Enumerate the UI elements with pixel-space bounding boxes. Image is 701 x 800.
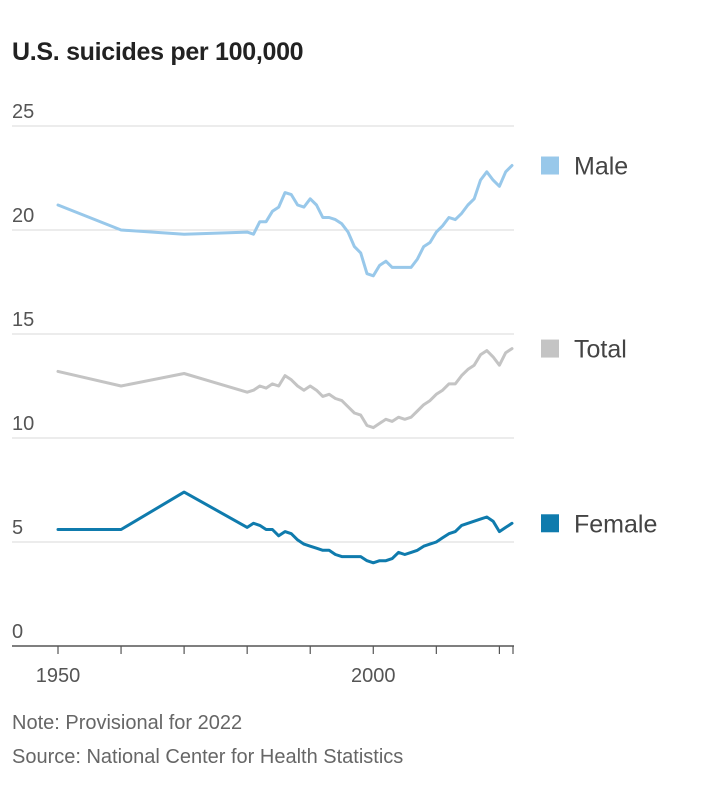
legend-swatch — [541, 339, 559, 358]
y-tick-label: 15 — [12, 309, 34, 331]
legend: Male Total Female — [541, 153, 657, 538]
series-lines — [56, 164, 514, 565]
legend-item-total: Total — [541, 336, 627, 364]
axes: 0 5 10 15 20 25 1950 2000 — [12, 101, 514, 687]
legend-item-male: Male — [541, 153, 628, 181]
legend-item-female: Female — [541, 510, 657, 538]
x-tick-label: 2000 — [351, 665, 396, 687]
legend-swatch — [541, 156, 559, 175]
y-tick-label: 0 — [12, 621, 23, 643]
source-text: Source: National Center for Health Stati… — [12, 746, 404, 768]
grid-lines — [12, 125, 514, 543]
legend-swatch — [541, 514, 559, 533]
legend-label: Male — [574, 153, 628, 181]
series-line-female — [56, 490, 514, 565]
legend-label: Total — [574, 336, 627, 364]
y-tick-label: 25 — [12, 101, 34, 123]
y-tick-label: 20 — [12, 205, 34, 227]
series-line-total — [56, 347, 514, 430]
note-text: Note: Provisional for 2022 — [12, 712, 243, 734]
y-tick-label: 10 — [12, 413, 34, 435]
x-tick-label: 1950 — [36, 665, 81, 687]
series-line-male — [56, 164, 514, 278]
chart-title: U.S. suicides per 100,000 — [12, 38, 304, 66]
legend-label: Female — [574, 510, 657, 538]
y-tick-label: 5 — [12, 517, 23, 539]
chart-notes: Note: Provisional for 2022 Source: Natio… — [12, 706, 403, 774]
